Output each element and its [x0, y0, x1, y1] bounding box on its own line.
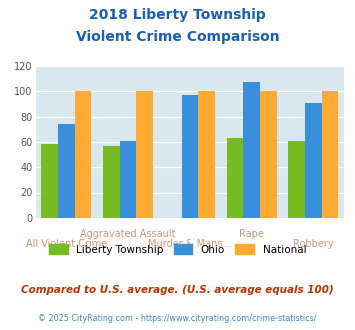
Text: © 2025 CityRating.com - https://www.cityrating.com/crime-statistics/: © 2025 CityRating.com - https://www.city…: [38, 314, 317, 323]
Text: Murder & Mans...: Murder & Mans...: [148, 239, 232, 249]
Bar: [244, 82, 260, 218]
Bar: [120, 141, 136, 218]
Bar: [136, 91, 153, 218]
Text: Violent Crime Comparison: Violent Crime Comparison: [76, 30, 279, 44]
Bar: [42, 145, 58, 218]
Bar: [58, 124, 75, 218]
Text: 2018 Liberty Township: 2018 Liberty Township: [89, 8, 266, 22]
Text: All Violent Crime: All Violent Crime: [26, 239, 107, 249]
Text: Robbery: Robbery: [293, 239, 334, 249]
Bar: [305, 103, 322, 218]
Bar: [182, 95, 198, 218]
Text: Rape: Rape: [239, 229, 264, 239]
Bar: [227, 138, 244, 218]
Bar: [260, 91, 277, 218]
Text: Aggravated Assault: Aggravated Assault: [80, 229, 176, 239]
Bar: [289, 141, 305, 218]
Text: Compared to U.S. average. (U.S. average equals 100): Compared to U.S. average. (U.S. average …: [21, 285, 334, 295]
Bar: [198, 91, 215, 218]
Bar: [75, 91, 91, 218]
Legend: Liberty Township, Ohio, National: Liberty Township, Ohio, National: [45, 240, 310, 259]
Bar: [322, 91, 338, 218]
Bar: [103, 146, 120, 218]
